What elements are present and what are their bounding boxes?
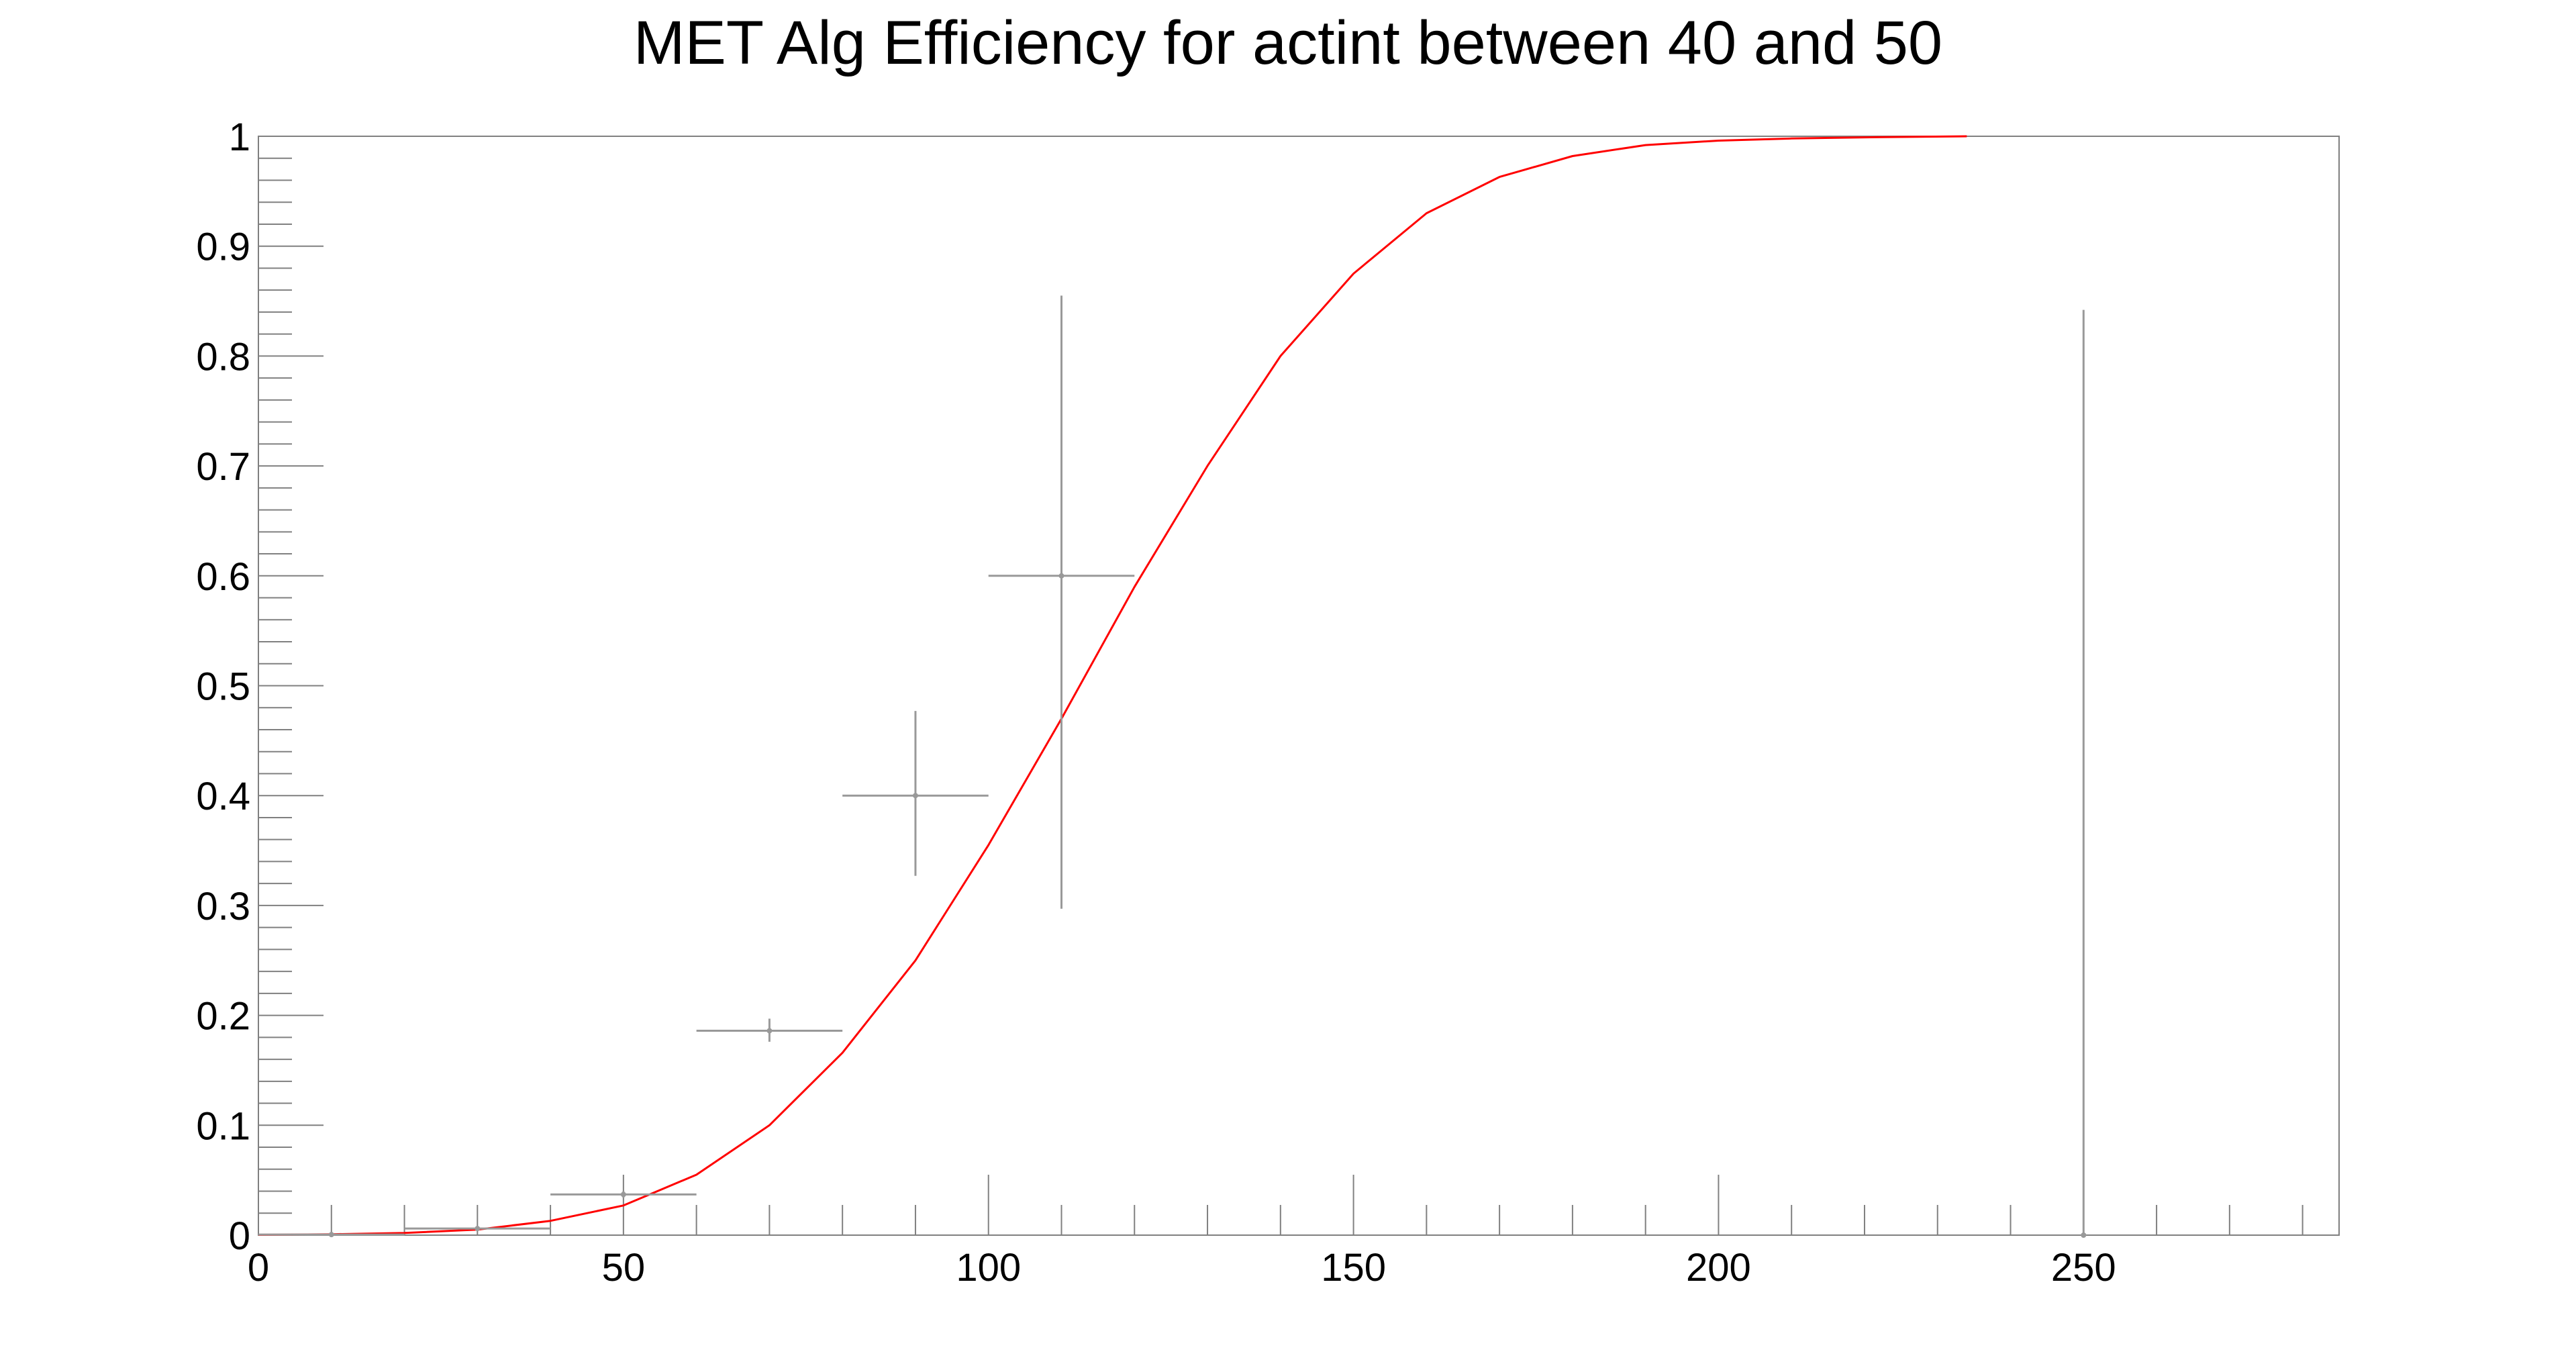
data-marker bbox=[1058, 573, 1064, 579]
x-tick-label: 100 bbox=[956, 1246, 1021, 1290]
data-marker bbox=[620, 1192, 626, 1198]
y-tick-label: 0 bbox=[229, 1214, 250, 1258]
x-axis: 0 50 100 150 200 250 bbox=[248, 1175, 2303, 1290]
y-tick-label: 0.5 bbox=[196, 665, 250, 709]
x-tick-label: 200 bbox=[1686, 1246, 1751, 1290]
y-tick-label: 0.9 bbox=[196, 226, 250, 269]
chart-title: MET Alg Efficiency for actint between 40… bbox=[634, 9, 1942, 77]
data-points-layer bbox=[258, 295, 2087, 1238]
y-tick-label: 0.3 bbox=[196, 885, 250, 928]
data-marker bbox=[912, 793, 918, 799]
data-marker bbox=[766, 1028, 773, 1034]
data-marker bbox=[328, 1232, 334, 1238]
data-point bbox=[550, 1191, 697, 1198]
data-marker bbox=[475, 1226, 481, 1232]
y-tick-label: 0.1 bbox=[196, 1104, 250, 1148]
y-tick-label: 0.6 bbox=[196, 555, 250, 599]
data-point bbox=[404, 1226, 551, 1232]
x-tick-label: 0 bbox=[248, 1246, 269, 1290]
data-marker bbox=[2081, 1232, 2087, 1238]
y-tick-label: 0.8 bbox=[196, 335, 250, 379]
data-point bbox=[988, 295, 1135, 909]
data-point bbox=[258, 1232, 405, 1238]
y-tick-label: 0.2 bbox=[196, 995, 250, 1038]
fit-curve-layer bbox=[258, 135, 1967, 1236]
x-tick-label: 150 bbox=[1321, 1246, 1386, 1290]
y-tick-label: 0.7 bbox=[196, 445, 250, 489]
y-tick-label: 0.4 bbox=[196, 775, 250, 818]
plot-frame bbox=[258, 136, 2340, 1236]
y-axis: 0 0.1 0.2 0.3 0.4 0.5 0.6 0.7 0.8 0.9 1 bbox=[196, 115, 324, 1258]
x-tick-label: 50 bbox=[602, 1246, 646, 1290]
y-tick-label: 1 bbox=[229, 115, 250, 159]
data-point bbox=[2081, 309, 2087, 1238]
data-point bbox=[842, 711, 989, 876]
x-tick-label: 250 bbox=[2051, 1246, 2116, 1290]
data-point bbox=[696, 1018, 843, 1042]
fit-curve bbox=[258, 135, 1967, 1236]
